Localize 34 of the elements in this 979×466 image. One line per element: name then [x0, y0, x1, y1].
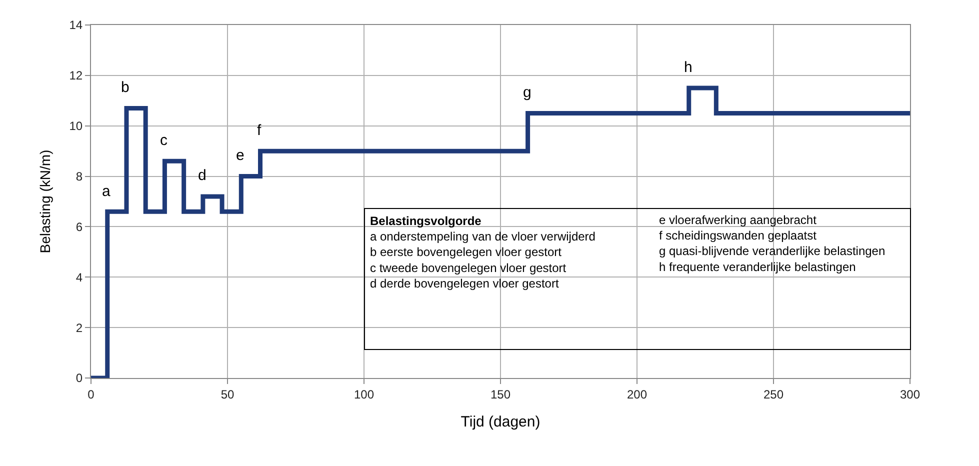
- x-tick-label: 300: [900, 387, 920, 402]
- annotation: e vloerafwerking aangebracht: [659, 213, 818, 227]
- annotation: b: [121, 79, 130, 96]
- annotation: a: [102, 183, 111, 200]
- y-tick-label: 10: [69, 119, 83, 134]
- annotation: h: [684, 59, 692, 76]
- y-axis-title: Belasting (kN/m): [36, 150, 53, 254]
- y-tick-label: 4: [76, 270, 83, 284]
- annotation: f scheidingswanden geplaatst: [659, 228, 818, 243]
- annotation: c tweede bovengelegen vloer gestort: [370, 260, 567, 275]
- annotation: f: [257, 122, 262, 139]
- annotation: d: [198, 167, 206, 184]
- y-tick-label: 14: [69, 18, 83, 32]
- annotation: b eerste bovengelegen vloer gestort: [370, 245, 562, 260]
- annotation: c: [160, 132, 168, 149]
- annotation: Belastingsvolgorde: [370, 214, 482, 228]
- y-tick-label: 2: [76, 320, 83, 335]
- y-tick-label: 8: [76, 169, 83, 184]
- y-tick-label: 0: [76, 371, 83, 386]
- annotation: a onderstempeling van de vloer verwijderd: [370, 230, 596, 244]
- annotation: h frequente veranderlijke belastingen: [659, 260, 856, 274]
- x-tick-label: 150: [490, 387, 511, 402]
- x-tick-label: 200: [626, 387, 648, 402]
- x-axis-title: Tijd (dagen): [460, 413, 540, 430]
- annotation: g quasi-blijvende veranderlijke belastingen: [659, 244, 886, 258]
- annotation: d derde bovengelegen vloer gestort: [370, 276, 560, 290]
- x-tick-label: 100: [354, 387, 374, 402]
- x-tick-label: 50: [220, 387, 234, 402]
- annotation: g: [523, 84, 532, 101]
- x-tick-label: 0: [88, 387, 95, 402]
- y-tick-label: 12: [69, 68, 83, 83]
- y-tick-label: 6: [76, 220, 83, 234]
- x-tick-label: 250: [763, 387, 784, 402]
- annotation: e: [236, 147, 244, 164]
